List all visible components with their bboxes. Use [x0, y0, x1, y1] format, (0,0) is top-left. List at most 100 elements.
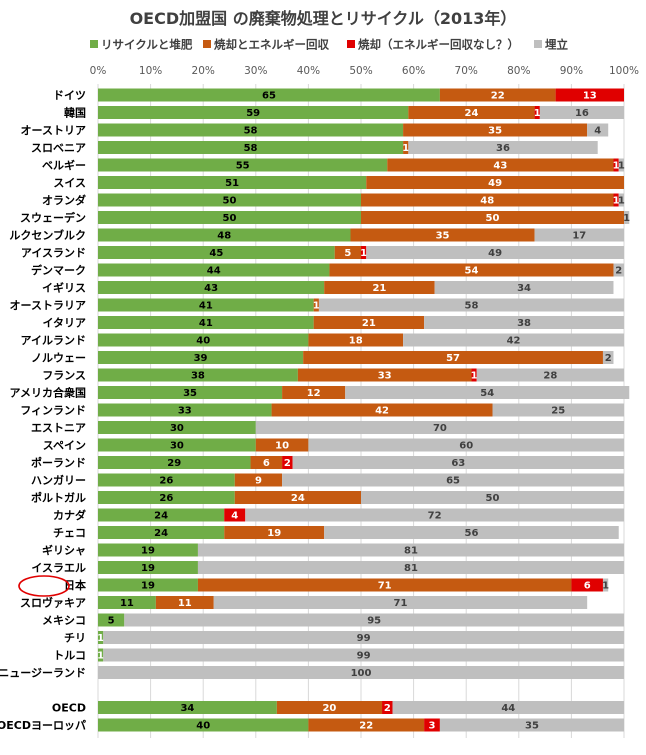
bar-segment — [308, 718, 425, 732]
bar-segment — [476, 368, 624, 382]
data-label: 17 — [572, 231, 586, 242]
category-label: メキシコ — [42, 614, 86, 627]
data-label: 20 — [322, 703, 336, 714]
data-label: 25 — [551, 406, 565, 417]
bar-segment — [471, 368, 477, 382]
bar-segment — [98, 281, 325, 294]
bar-segment — [98, 351, 304, 364]
data-label: 19 — [141, 546, 155, 557]
bar-segment — [571, 578, 603, 592]
bar-segment — [271, 403, 493, 417]
bar-segment — [98, 491, 235, 504]
data-label: 35 — [525, 721, 539, 732]
bar-segment — [408, 141, 598, 154]
category-label: OECDヨーロッパ — [0, 719, 86, 732]
category-labels: ドイツ韓国オーストリアスロベニアベルギースイスオランダスウェーデンルクセンブルク… — [0, 89, 86, 732]
category-label: ニュージーランド — [0, 667, 86, 680]
data-label: 50 — [223, 196, 237, 207]
data-label: 48 — [217, 231, 231, 242]
bar-segment — [329, 263, 614, 277]
bar-segment — [98, 718, 309, 732]
bar-segment — [382, 701, 393, 714]
bar-segment — [98, 526, 225, 539]
data-label: 36 — [496, 143, 510, 154]
bar-segment — [98, 578, 198, 592]
bar-segment — [98, 176, 367, 189]
bar-segment — [98, 508, 225, 522]
x-tick-label: 30% — [244, 65, 267, 77]
data-label: 29 — [167, 458, 181, 469]
data-label: 2 — [605, 353, 612, 364]
data-label: 40 — [196, 336, 210, 347]
data-label: 24 — [154, 511, 168, 522]
data-label: 10 — [275, 441, 289, 452]
category-label: 韓国 — [64, 106, 86, 120]
bar-segment — [424, 718, 440, 732]
data-label: 51 — [225, 178, 239, 189]
data-label: 57 — [446, 353, 460, 364]
data-label: 54 — [464, 266, 478, 277]
data-label: 1 — [613, 161, 620, 172]
data-label: 35 — [488, 126, 502, 137]
bar-segment — [98, 473, 235, 487]
bar-segment — [245, 508, 624, 522]
category-label: フランス — [42, 369, 86, 382]
bar-segment — [361, 491, 624, 504]
category-label: スイス — [53, 177, 86, 190]
category-label: ベルギー — [42, 158, 86, 172]
bar-segment — [403, 123, 588, 137]
data-label: 6 — [263, 458, 270, 469]
data-label: 50 — [486, 213, 500, 224]
bar-segment — [197, 561, 624, 574]
bar-segment — [98, 211, 361, 224]
bar-segment — [292, 456, 624, 469]
bar-segment — [424, 316, 624, 329]
bar-segment — [98, 701, 277, 714]
data-label: 81 — [404, 546, 418, 557]
data-label: 30 — [170, 441, 184, 452]
data-label: 24 — [291, 493, 305, 504]
legend-label: リサイクルと堆肥 — [101, 38, 193, 52]
data-label: 60 — [459, 441, 473, 452]
bar-segment — [403, 333, 624, 347]
bar-segment — [224, 508, 246, 522]
data-label: 2 — [284, 458, 291, 469]
bar-segment — [98, 456, 251, 469]
data-label: 81 — [404, 563, 418, 574]
category-label: イタリア — [42, 317, 86, 330]
data-label: 43 — [204, 283, 218, 294]
data-label: 2 — [384, 703, 391, 714]
data-label: 24 — [464, 108, 478, 119]
x-axis-ticks: 0% 10% 20% 30% 40% 50% 60% 70% 80% 90% 100% — [90, 65, 639, 77]
bar-segment — [313, 298, 319, 312]
bar-segment — [387, 158, 614, 172]
category-label: ポルトガル — [31, 491, 86, 505]
data-label: 41 — [199, 318, 213, 329]
data-label: 1 — [618, 161, 625, 172]
category-label: 日本 — [64, 578, 86, 592]
chart-title: OECD加盟国 の廃棄物処理とリサイクル（2013年） — [130, 9, 517, 28]
bar-segment — [555, 88, 624, 102]
bar-segment — [98, 438, 256, 452]
data-label: 43 — [493, 161, 507, 172]
data-label: 99 — [357, 633, 371, 644]
data-label: 45 — [209, 248, 223, 259]
x-tick-label: 40% — [297, 65, 320, 77]
bar-segment — [613, 158, 619, 172]
data-label: 41 — [199, 301, 213, 312]
data-label: 56 — [464, 528, 478, 539]
data-label: 1 — [602, 581, 609, 592]
bar-segment — [366, 176, 624, 189]
category-label: オーストリア — [21, 124, 86, 137]
bar-segment — [282, 386, 346, 399]
data-label: 48 — [480, 196, 494, 207]
data-label: 65 — [262, 91, 276, 102]
data-label: 4 — [594, 126, 601, 137]
bar-segment — [587, 123, 609, 137]
category-label: オーストラリア — [10, 299, 86, 312]
data-label: 28 — [543, 371, 557, 382]
legend-swatch — [347, 40, 355, 48]
category-label: トルコ — [53, 649, 86, 662]
bar-segment — [361, 246, 367, 259]
